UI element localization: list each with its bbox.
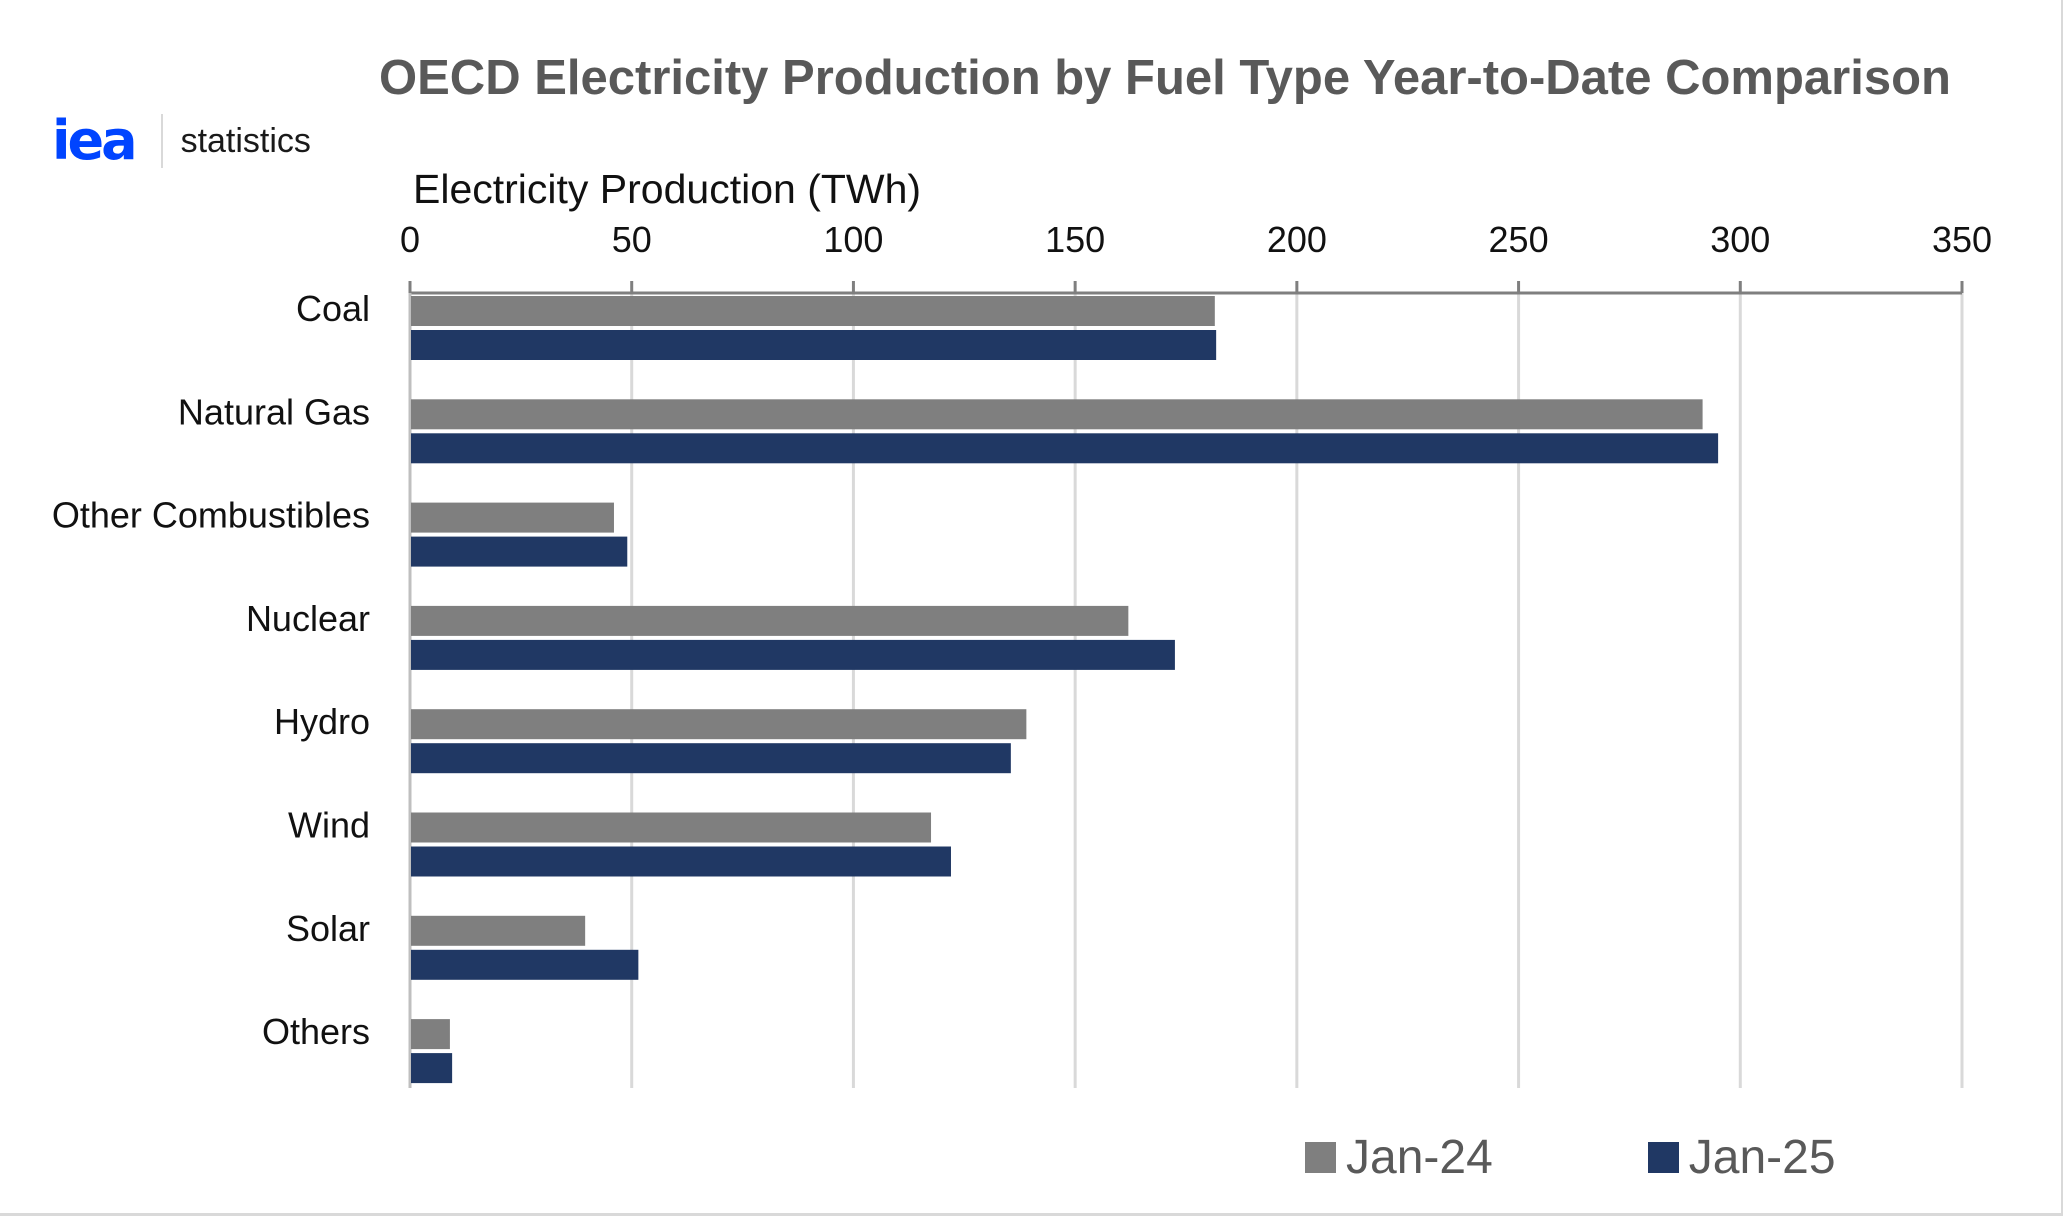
bar-jan-24-nuclear <box>411 605 1129 636</box>
category-label: Wind <box>288 805 370 846</box>
x-tick-label: 100 <box>823 219 883 260</box>
x-tick-label: 150 <box>1045 219 1105 260</box>
x-axis-title: Electricity Production (TWh) <box>413 166 922 212</box>
legend-swatch <box>1647 1142 1679 1173</box>
legend-swatch <box>1305 1142 1336 1173</box>
legend-item: Jan-24 <box>1305 1130 1493 1185</box>
bar-jan-25-others <box>411 1053 453 1084</box>
iea-logo: iea <box>52 109 138 172</box>
bar-jan-25-wind <box>411 846 951 877</box>
x-tick-label: 0 <box>400 219 420 260</box>
bar-jan-24-solar <box>411 915 586 946</box>
bar-jan-25-solar <box>411 949 639 980</box>
category-label: Others <box>262 1011 370 1052</box>
bar-jan-25-other-combustibles <box>411 536 628 567</box>
category-label: Natural Gas <box>178 391 370 432</box>
x-tick-label: 200 <box>1267 219 1327 260</box>
bar-jan-24-wind <box>411 812 932 843</box>
bar-jan-24-coal <box>411 296 1215 326</box>
x-tick-label: 350 <box>1932 219 1992 260</box>
chart-title: OECD Electricity Production by Fuel Type… <box>379 51 1951 105</box>
bar-jan-25-hydro <box>411 743 1011 774</box>
legend-label: Jan-25 <box>1688 1131 1836 1184</box>
x-tick-label: 250 <box>1489 219 1549 260</box>
legend-label: Jan-24 <box>1346 1131 1493 1184</box>
brand-divider <box>160 114 163 168</box>
category-label: Coal <box>296 288 370 329</box>
x-tick-label: 300 <box>1710 219 1770 260</box>
brand-label: statistics <box>180 121 311 160</box>
bar-jan-24-other-combustibles <box>411 502 614 533</box>
category-label: Hydro <box>274 701 370 742</box>
bar-jan-25-nuclear <box>411 639 1175 670</box>
x-tick-label: 50 <box>612 219 652 260</box>
chart-legend: Jan-24 Jan-25 <box>1305 1130 1991 1185</box>
bar-jan-24-others <box>411 1019 450 1050</box>
legend-item: Jan-25 <box>1647 1130 1836 1185</box>
category-label: Solar <box>286 908 370 949</box>
iea-brand: iea statistics <box>52 113 311 169</box>
bar-jan-25-natural-gas <box>411 433 1719 464</box>
bar-jan-25-coal <box>411 330 1217 360</box>
bar-jan-24-hydro <box>411 709 1027 740</box>
category-label: Nuclear <box>246 598 370 639</box>
category-label: Other Combustibles <box>52 495 370 536</box>
bar-jan-24-natural-gas <box>411 399 1703 430</box>
